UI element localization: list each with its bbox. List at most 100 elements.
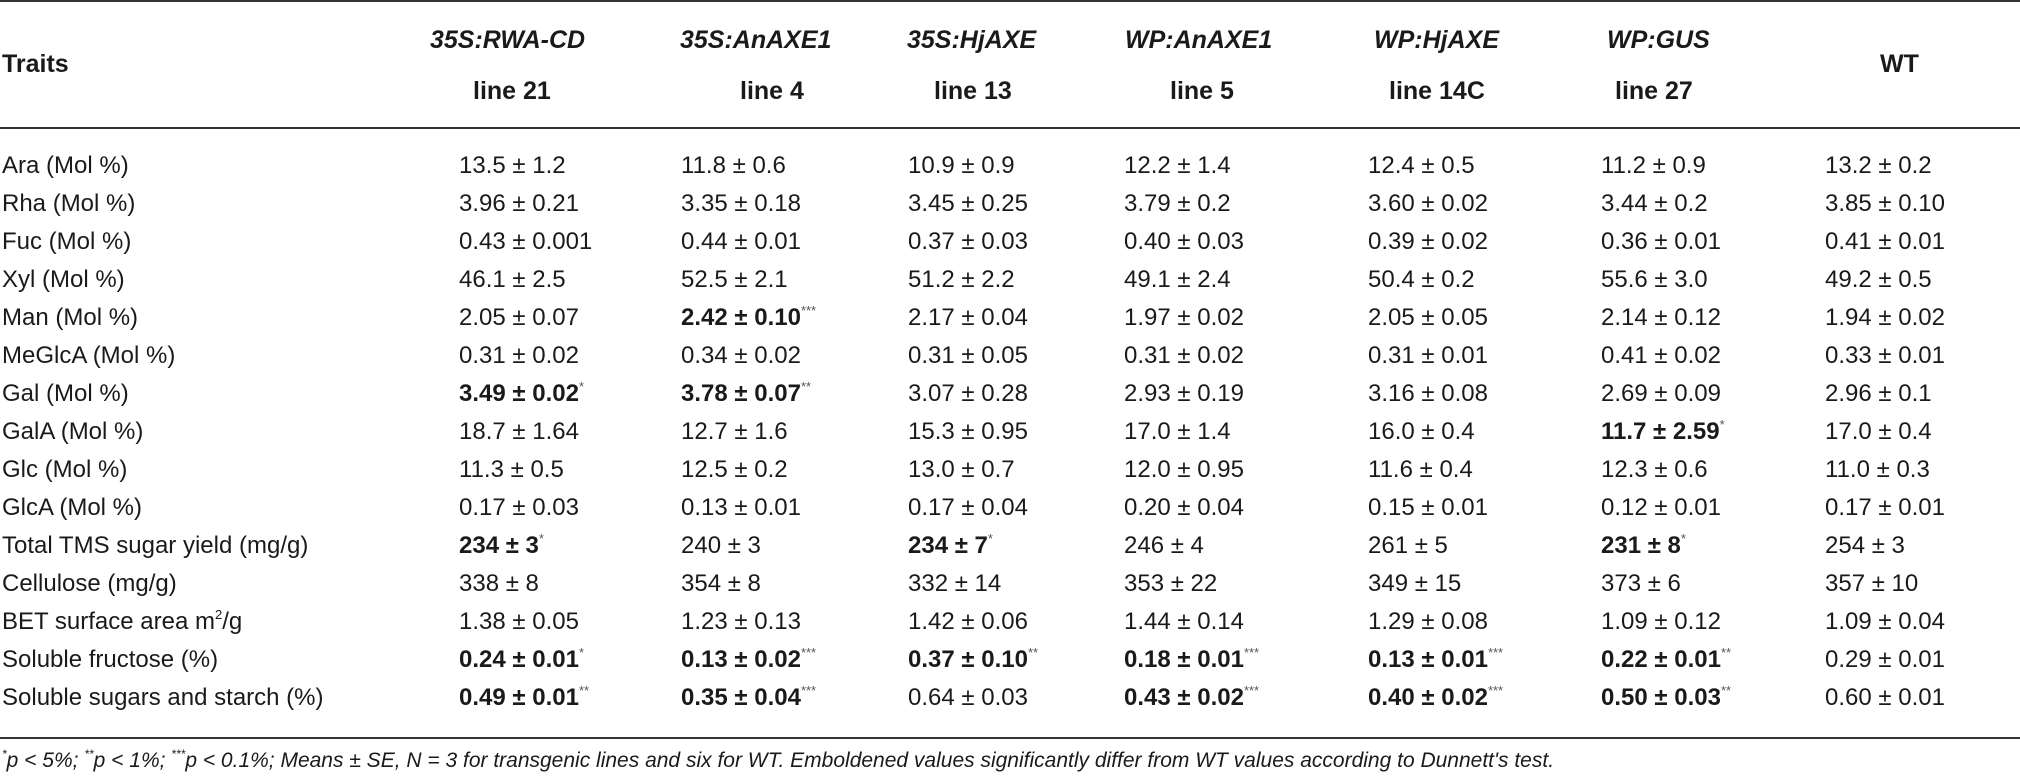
row-trait: Xyl (Mol %)	[2, 266, 125, 293]
table-row: Soluble fructose (%) 0.24 ± 0.01* 0.13 ± 0…	[0, 641, 2020, 679]
table-cell: 17.0 ± 0.4	[1825, 418, 1932, 445]
significance-marker: *	[1719, 417, 1725, 432]
significance-marker: ***	[800, 683, 817, 698]
table-cell: 12.3 ± 0.6	[1601, 456, 1708, 483]
header-line: line 5	[1170, 77, 1234, 105]
table-cell: 0.31 ± 0.05	[908, 342, 1028, 369]
table-cell: 3.85 ± 0.10	[1825, 190, 1945, 217]
table-cell: 13.5 ± 1.2	[459, 152, 566, 179]
table-cell: 1.23 ± 0.13	[681, 608, 801, 635]
row-trait: Fuc (Mol %)	[2, 228, 132, 255]
table-cell: 0.31 ± 0.01	[1368, 342, 1488, 369]
table-cell: 0.15 ± 0.01	[1368, 494, 1488, 521]
row-trait: Cellulose (mg/g)	[2, 570, 177, 597]
header-construct: WP:GUS	[1607, 26, 1710, 54]
table-cell: 0.13 ± 0.01***	[1368, 645, 1504, 673]
table-cell: 0.29 ± 0.01	[1825, 646, 1945, 673]
table-cell: 0.40 ± 0.02***	[1368, 683, 1504, 711]
table-cell: 16.0 ± 0.4	[1368, 418, 1475, 445]
significance-marker: ***	[800, 303, 817, 318]
table-row: Soluble sugars and starch (%) 0.49 ± 0.01…	[0, 679, 2020, 717]
table-cell: 1.38 ± 0.05	[459, 608, 579, 635]
footnote-sym-3: ***	[171, 747, 186, 761]
significance-marker: *	[578, 645, 584, 660]
table-cell: 0.17 ± 0.03	[459, 494, 579, 521]
footnote-sym-1: *	[2, 747, 7, 761]
row-trait: Glc (Mol %)	[2, 456, 128, 483]
table-cell: 2.05 ± 0.07	[459, 304, 579, 331]
table-cell: 0.17 ± 0.04	[908, 494, 1028, 521]
table-cell: 51.2 ± 2.2	[908, 266, 1015, 293]
significance-marker: **	[578, 683, 590, 698]
table-row: Total TMS sugar yield (mg/g) 234 ± 3* 240 …	[0, 527, 2020, 565]
row-trait: MeGlcA (Mol %)	[2, 342, 176, 369]
table-cell: 2.17 ± 0.04	[908, 304, 1028, 331]
header-construct: WP:AnAXE1	[1125, 26, 1273, 54]
table-cell: 0.34 ± 0.02	[681, 342, 801, 369]
table-cell: 0.13 ± 0.02***	[681, 645, 817, 673]
significance-marker: **	[1720, 683, 1732, 698]
table-cell: 15.3 ± 0.95	[908, 418, 1028, 445]
table-cell: 261 ± 5	[1368, 532, 1448, 559]
table-cell: 3.16 ± 0.08	[1368, 380, 1488, 407]
table-row: Cellulose (mg/g) 338 ± 8 354 ± 8 332 ± 14 35…	[0, 565, 2020, 603]
table-cell: 1.44 ± 0.14	[1124, 608, 1244, 635]
significance-marker: ***	[1487, 645, 1504, 660]
table-cell: 234 ± 7*	[908, 531, 993, 559]
table-cell: 1.09 ± 0.04	[1825, 608, 1945, 635]
table-cell: 0.36 ± 0.01	[1601, 228, 1721, 255]
table-row: Gal (Mol %) 3.49 ± 0.02* 3.78 ± 0.07** 3.07…	[0, 375, 2020, 413]
significance-marker: **	[1720, 645, 1732, 660]
table-cell: 0.43 ± 0.02***	[1124, 683, 1260, 711]
table-cell: 254 ± 3	[1825, 532, 1905, 559]
table-cell: 3.78 ± 0.07**	[681, 379, 812, 407]
table-cell: 13.0 ± 0.7	[908, 456, 1015, 483]
table-cell: 12.2 ± 1.4	[1124, 152, 1231, 179]
table-body: Ara (Mol %) 13.5 ± 1.2 11.8 ± 0.6 10.9 ± 0.…	[0, 147, 2020, 717]
table-cell: 49.1 ± 2.4	[1124, 266, 1231, 293]
table-cell: 0.22 ± 0.01**	[1601, 645, 1732, 673]
table-cell: 338 ± 8	[459, 570, 539, 597]
table-cell: 234 ± 3*	[459, 531, 544, 559]
table-cell: 11.8 ± 0.6	[681, 152, 786, 179]
table-cell: 349 ± 15	[1368, 570, 1462, 597]
significance-marker: ***	[1243, 645, 1260, 660]
table-row: Man (Mol %) 2.05 ± 0.07 2.42 ± 0.10*** 2.17…	[0, 299, 2020, 337]
significance-marker: *	[987, 531, 993, 546]
table-cell: 0.37 ± 0.03	[908, 228, 1028, 255]
table-cell: 55.6 ± 3.0	[1601, 266, 1708, 293]
table-cell: 357 ± 10	[1825, 570, 1919, 597]
table-cell: 1.29 ± 0.08	[1368, 608, 1488, 635]
top-rule	[0, 0, 2020, 2]
significance-marker: **	[1027, 645, 1039, 660]
significance-marker: **	[800, 379, 812, 394]
table-cell: 354 ± 8	[681, 570, 761, 597]
table-cell: 0.31 ± 0.02	[459, 342, 579, 369]
significance-marker: ***	[800, 645, 817, 660]
table-cell: 50.4 ± 0.2	[1368, 266, 1475, 293]
row-trait: Soluble sugars and starch (%)	[2, 684, 324, 711]
footnote-text-3: p < 0.1%; Means ± SE, N = 3 for transgen…	[185, 749, 1555, 772]
header-wt-label: WT	[1880, 50, 1919, 78]
table-cell: 353 ± 22	[1124, 570, 1218, 597]
table-cell: 11.7 ± 2.59*	[1601, 417, 1725, 445]
header-line: line 14C	[1389, 77, 1485, 105]
table-cell: 0.37 ± 0.10**	[908, 645, 1039, 673]
table-cell: 0.17 ± 0.01	[1825, 494, 1945, 521]
header-traits-label: Traits	[2, 50, 69, 78]
table-cell: 3.44 ± 0.2	[1601, 190, 1708, 217]
table-cell: 1.94 ± 0.02	[1825, 304, 1945, 331]
table-cell: 2.14 ± 0.12	[1601, 304, 1721, 331]
significance-marker: *	[538, 531, 544, 546]
table-cell: 0.64 ± 0.03	[908, 684, 1028, 711]
header-line: line 27	[1615, 77, 1693, 105]
table-cell: 0.44 ± 0.01	[681, 228, 801, 255]
header-construct: 35S:RWA-CD	[430, 26, 586, 54]
table-cell: 52.5 ± 2.1	[681, 266, 788, 293]
table-row: Xyl (Mol %) 46.1 ± 2.5 52.5 ± 2.1 51.2 ± 2.…	[0, 261, 2020, 299]
header-construct: 35S:HjAXE	[907, 26, 1037, 54]
table-cell: 3.35 ± 0.18	[681, 190, 801, 217]
table-cell: 231 ± 8*	[1601, 531, 1686, 559]
row-trait: GlcA (Mol %)	[2, 494, 143, 521]
